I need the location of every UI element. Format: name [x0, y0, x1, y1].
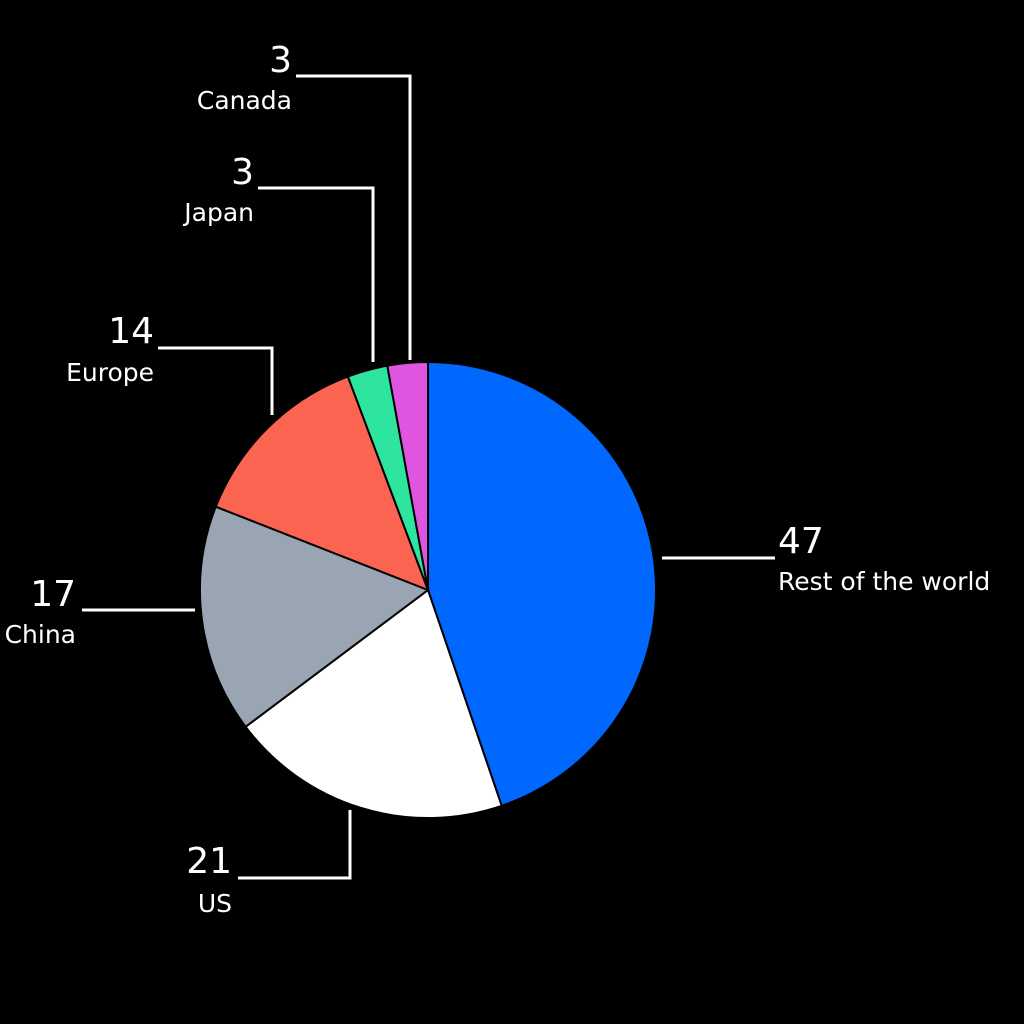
category-label: Canada	[197, 86, 292, 115]
category-label: US	[198, 889, 232, 918]
category-label: Japan	[182, 198, 254, 227]
pie-slice	[386, 360, 429, 591]
pie-slice	[427, 360, 657, 808]
value-label: 3	[269, 40, 292, 81]
leader-line	[296, 74, 412, 360]
value-label: 14	[108, 311, 154, 352]
category-label: Europe	[66, 358, 154, 387]
leader-line	[258, 186, 375, 362]
category-label: China	[5, 620, 76, 649]
value-label: 3	[231, 152, 254, 193]
pie-slice	[244, 588, 503, 819]
leader-line	[158, 346, 274, 415]
value-label: 21	[186, 841, 232, 882]
category-label: Rest of the world	[778, 567, 990, 596]
pie-slice	[199, 505, 431, 729]
value-label: 47	[778, 521, 824, 562]
value-label: 17	[30, 574, 76, 615]
pie-slice	[214, 375, 430, 592]
leader-line	[238, 810, 352, 880]
